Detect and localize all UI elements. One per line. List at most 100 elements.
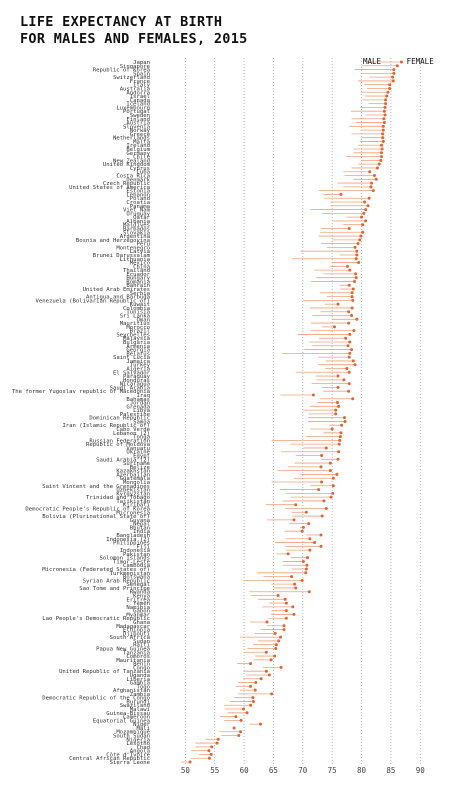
female-point: [254, 681, 258, 685]
country-label: Bhutan: [130, 525, 150, 531]
dumbbell-row: Lesotho: [126, 741, 219, 747]
dumbbell-row: Tanzania: [123, 650, 268, 656]
female-point: [209, 752, 213, 756]
country-label: Norway: [130, 128, 151, 134]
dumbbell-row: Bangladesh: [116, 533, 323, 539]
country-label: Philippines: [113, 541, 150, 547]
dumbbell-row: Guatemala: [120, 476, 335, 482]
female-point: [361, 230, 365, 234]
country-label: Ukraine: [126, 450, 150, 456]
dumbbell-row: Luxembourg: [116, 105, 387, 111]
female-point: [339, 431, 343, 435]
country-label: Sao Tome and Principe: [79, 586, 150, 592]
dumbbell-row: Belarus: [126, 351, 352, 357]
country-label: Botswana: [123, 575, 150, 581]
x-tick-label-80: 80: [357, 766, 367, 775]
female-point: [336, 302, 340, 306]
country-label: Micronesia (Federated States of): [42, 567, 150, 573]
country-label: Chile: [133, 155, 150, 161]
country-label: Tunisia: [126, 310, 150, 316]
chart-title: LIFE EXPECTANCY AT BIRTH FOR MALES AND F…: [20, 14, 248, 48]
female-point: [300, 529, 304, 533]
country-label: Burundi: [126, 699, 150, 705]
country-label: Indonesia: [120, 548, 150, 554]
female-point: [364, 208, 368, 212]
country-label: Costa Rica: [116, 174, 150, 180]
country-label: Lebanon: [126, 192, 150, 198]
dumbbell-row: Timor-Leste: [113, 559, 305, 565]
female-point: [338, 438, 342, 442]
female-point: [278, 635, 282, 639]
country-label: Netherlands: [113, 136, 150, 142]
gridlines: [185, 58, 421, 766]
country-label: Mauritania: [116, 658, 150, 664]
female-point: [215, 741, 219, 745]
female-point: [377, 162, 381, 166]
country-label: Myanmar: [126, 612, 150, 618]
dumbbell-row: Colombia: [123, 306, 354, 312]
female-point: [264, 650, 268, 654]
dumbbell-row: Brazil: [130, 329, 356, 335]
dumbbell-row: United Kingdom: [103, 162, 381, 168]
dumbbell-row: Burundi: [126, 699, 255, 705]
dumbbell-row: Cyprus: [130, 166, 379, 172]
country-label: Czech Republic: [103, 181, 150, 187]
dumbbell-row: Netherlands: [113, 136, 385, 142]
dumbbell-row: Lao People's Democratic Republic: [42, 616, 288, 622]
female-point: [337, 404, 341, 408]
female-point: [379, 151, 383, 155]
country-label: Tajikistan: [116, 499, 150, 505]
country-label: Libya: [133, 408, 150, 414]
country-label: Lesotho: [126, 741, 150, 747]
female-point: [320, 454, 324, 458]
female-point: [270, 692, 274, 696]
country-label: Algeria: [126, 366, 150, 372]
country-label: Japan: [133, 60, 150, 66]
female-point: [320, 480, 324, 484]
dumbbell-row: Republic of Korea: [93, 68, 396, 74]
female-point: [382, 109, 386, 113]
dumbbell-row: Serbia: [130, 291, 354, 297]
dumbbell-row: Italy: [133, 83, 392, 89]
female-point: [307, 522, 311, 526]
female-point: [342, 378, 346, 382]
female-point: [348, 351, 352, 355]
country-label: United Arab Emirates: [83, 287, 150, 293]
country-label: Mauritius: [120, 321, 150, 327]
female-point: [399, 60, 403, 64]
dumbbell-row: Singapore: [120, 64, 399, 70]
female-point: [329, 495, 333, 499]
country-label: Barbados: [123, 226, 150, 232]
female-point: [292, 612, 296, 616]
country-label: Israel: [130, 94, 150, 100]
female-point: [188, 760, 192, 764]
country-label: Latvia: [130, 249, 150, 255]
female-point: [319, 533, 323, 537]
country-label: Australia: [120, 86, 150, 92]
female-point: [353, 245, 357, 249]
female-point: [364, 219, 368, 223]
country-label: Vanuatu: [126, 446, 150, 452]
dumbbell-row: Comoros: [126, 654, 277, 660]
dumbbell-row: Niger: [133, 722, 263, 728]
country-label: Togo: [137, 684, 150, 690]
dumbbell-row: Chad: [137, 745, 214, 751]
female-point: [324, 506, 328, 510]
female-point: [347, 389, 351, 393]
female-point: [317, 488, 321, 492]
country-label: Colombia: [123, 306, 150, 312]
country-label: Saint Vincent and the Grenadines: [42, 484, 150, 490]
female-point: [239, 730, 243, 734]
female-point: [292, 518, 296, 522]
female-point: [386, 90, 390, 94]
dumbbell-row: Dominican Republic: [89, 416, 347, 422]
dumbbell-row: Palestine: [120, 412, 338, 418]
dumbbell-row: Israel: [130, 94, 389, 100]
country-label: Saint Lucia: [113, 355, 150, 361]
female-point: [293, 582, 297, 586]
dumbbell-row: Togo: [137, 684, 253, 690]
female-point: [347, 321, 351, 325]
female-point: [239, 718, 243, 722]
country-label: Mozambique: [116, 730, 150, 736]
female-point: [370, 181, 374, 185]
